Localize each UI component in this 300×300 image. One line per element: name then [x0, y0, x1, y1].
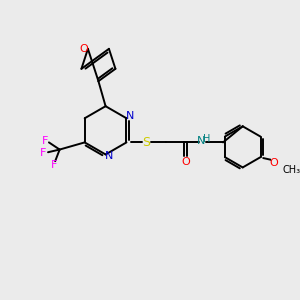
Text: O: O [79, 44, 88, 54]
Text: H: H [203, 134, 211, 144]
Text: F: F [40, 148, 47, 158]
Text: S: S [142, 136, 150, 149]
Text: F: F [51, 160, 58, 170]
Text: N: N [126, 112, 134, 122]
Text: N: N [196, 136, 205, 146]
Text: CH₃: CH₃ [283, 165, 300, 175]
Text: O: O [269, 158, 278, 167]
Text: F: F [42, 136, 49, 146]
Text: N: N [105, 151, 113, 161]
Text: O: O [181, 157, 190, 167]
